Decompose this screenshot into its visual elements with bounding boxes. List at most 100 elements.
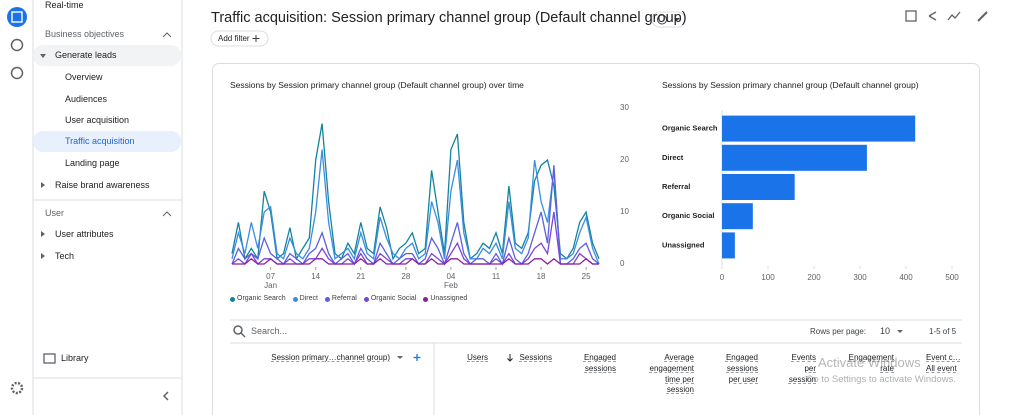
group-highlight xyxy=(33,45,181,66)
x-tick-label: 100 xyxy=(761,273,775,282)
legend-label: Referral xyxy=(331,295,357,302)
x-tick-label: 200 xyxy=(807,273,821,282)
nav-item[interactable]: User attributes xyxy=(55,229,114,239)
legend-item[interactable]: Referral xyxy=(324,295,357,303)
y-tick-label: Direct xyxy=(662,153,684,162)
legend-marker xyxy=(292,296,298,302)
column-header[interactable]: Engaged sessions xyxy=(583,353,616,373)
settings-icon[interactable] xyxy=(10,381,24,395)
insights-icon[interactable] xyxy=(947,11,961,21)
column-header[interactable]: Sessions xyxy=(519,353,552,362)
watermark: Activate Windows xyxy=(818,355,921,370)
nav-item[interactable]: Traffic acquisition xyxy=(65,136,135,146)
column-header[interactable]: Engagement rate xyxy=(848,353,894,373)
x-tick-label: 11 xyxy=(491,272,501,281)
expand-caret[interactable] xyxy=(40,54,46,58)
x-tick-label: 21 xyxy=(356,272,366,281)
bar xyxy=(722,203,753,230)
x-tick-label: 500 xyxy=(945,273,959,282)
page-range: 1-5 of 5 xyxy=(929,327,957,336)
nav-item[interactable]: Overview xyxy=(65,72,103,82)
bar xyxy=(722,232,735,259)
reports-glyph xyxy=(11,11,23,23)
column-header[interactable]: Users xyxy=(467,353,488,362)
y-tick-label: Unassigned xyxy=(662,240,705,249)
search-icon xyxy=(240,332,246,338)
nav-item[interactable]: Landing page xyxy=(65,158,120,168)
advertising-icon[interactable] xyxy=(10,66,24,80)
legend-item[interactable]: Organic Social xyxy=(363,295,417,303)
page-title: Traffic acquisition: Session primary cha… xyxy=(211,10,687,26)
x-tick-label: 300 xyxy=(853,273,867,282)
x-tick-label: 07 Jan xyxy=(264,272,278,291)
explore-icon[interactable] xyxy=(10,38,24,52)
x-tick-label: 28 xyxy=(401,272,411,281)
library-icon[interactable] xyxy=(43,353,56,364)
nav-section: Business objectives xyxy=(45,29,125,39)
column-header[interactable]: Average engagement time per session xyxy=(649,353,694,395)
nav-item[interactable]: Audiences xyxy=(65,94,108,104)
edit-icon[interactable] xyxy=(977,11,988,22)
expand-caret[interactable] xyxy=(41,231,45,237)
search-input[interactable]: Search... xyxy=(251,326,288,336)
search-icon[interactable] xyxy=(233,325,243,335)
collapse-caret[interactable] xyxy=(162,211,172,217)
add-filter[interactable]: Add filter xyxy=(218,34,250,43)
series-line xyxy=(231,149,600,265)
y-tick-label: Organic Social xyxy=(662,211,715,220)
status-chip[interactable] xyxy=(651,11,686,28)
bar xyxy=(722,174,795,200)
rows-label: Rows per page: xyxy=(810,327,867,336)
bar xyxy=(722,115,916,142)
y-tick-label: 0 xyxy=(620,259,625,268)
watermark: Go to Settings to activate Windows. xyxy=(806,374,956,385)
x-tick-label: 18 xyxy=(536,272,546,281)
add-dimension[interactable] xyxy=(413,354,421,361)
x-tick-label: 0 xyxy=(720,273,725,282)
share-icon[interactable] xyxy=(928,11,937,21)
customize-icon[interactable] xyxy=(905,10,917,22)
y-tick-label: 10 xyxy=(620,207,629,216)
collapse-nav[interactable] xyxy=(162,391,169,401)
dropdown-caret xyxy=(674,18,680,21)
column-header[interactable]: Event c… All event xyxy=(926,353,961,373)
icon-rail xyxy=(0,0,33,415)
chart-title: Sessions by Session primary channel grou… xyxy=(662,80,919,90)
nav-item[interactable]: Real-time xyxy=(45,0,84,10)
column-header[interactable]: Engaged sessions per user xyxy=(725,353,758,384)
active-highlight xyxy=(33,131,181,152)
legend-marker xyxy=(423,296,429,302)
add-filter-pill[interactable] xyxy=(210,30,269,47)
card xyxy=(212,63,980,415)
series-line xyxy=(232,257,599,265)
legend-marker xyxy=(230,296,235,302)
nav-item[interactable]: Raise brand awareness xyxy=(55,180,150,190)
nav-item[interactable]: User acquisition xyxy=(65,115,130,125)
x-tick-label: 400 xyxy=(899,273,913,282)
nav-item[interactable]: Tech xyxy=(55,251,75,261)
x-tick-label: 14 xyxy=(311,272,321,281)
expand-caret[interactable] xyxy=(41,182,45,188)
expand-caret[interactable] xyxy=(41,253,45,259)
bar xyxy=(722,144,867,171)
legend: Organic Search Direct Referral Organic Soci… xyxy=(230,295,467,303)
legend-item[interactable]: Unassigned xyxy=(423,295,467,303)
column-header[interactable]: Events per session xyxy=(788,353,816,384)
legend-label: Organic Social xyxy=(370,295,417,302)
dropdown-caret[interactable] xyxy=(897,330,903,333)
legend-label: Organic Search xyxy=(237,295,286,302)
column-header[interactable]: Session primary…channel group) xyxy=(271,353,390,362)
x-tick-label: 25 xyxy=(581,272,591,281)
rows-select[interactable]: 10 xyxy=(880,326,891,336)
series-line xyxy=(231,123,600,261)
legend-label: Direct xyxy=(299,295,318,302)
collapse-caret[interactable] xyxy=(162,32,172,38)
sort-arrow[interactable] xyxy=(507,354,513,362)
nav-item[interactable]: Library xyxy=(61,353,89,363)
reports-icon[interactable] xyxy=(7,7,27,27)
legend-item[interactable]: Organic Search xyxy=(230,295,286,303)
legend-item[interactable]: Direct xyxy=(292,295,318,303)
dropdown-caret[interactable] xyxy=(397,356,403,359)
nav-item[interactable]: Generate leads xyxy=(55,50,117,60)
